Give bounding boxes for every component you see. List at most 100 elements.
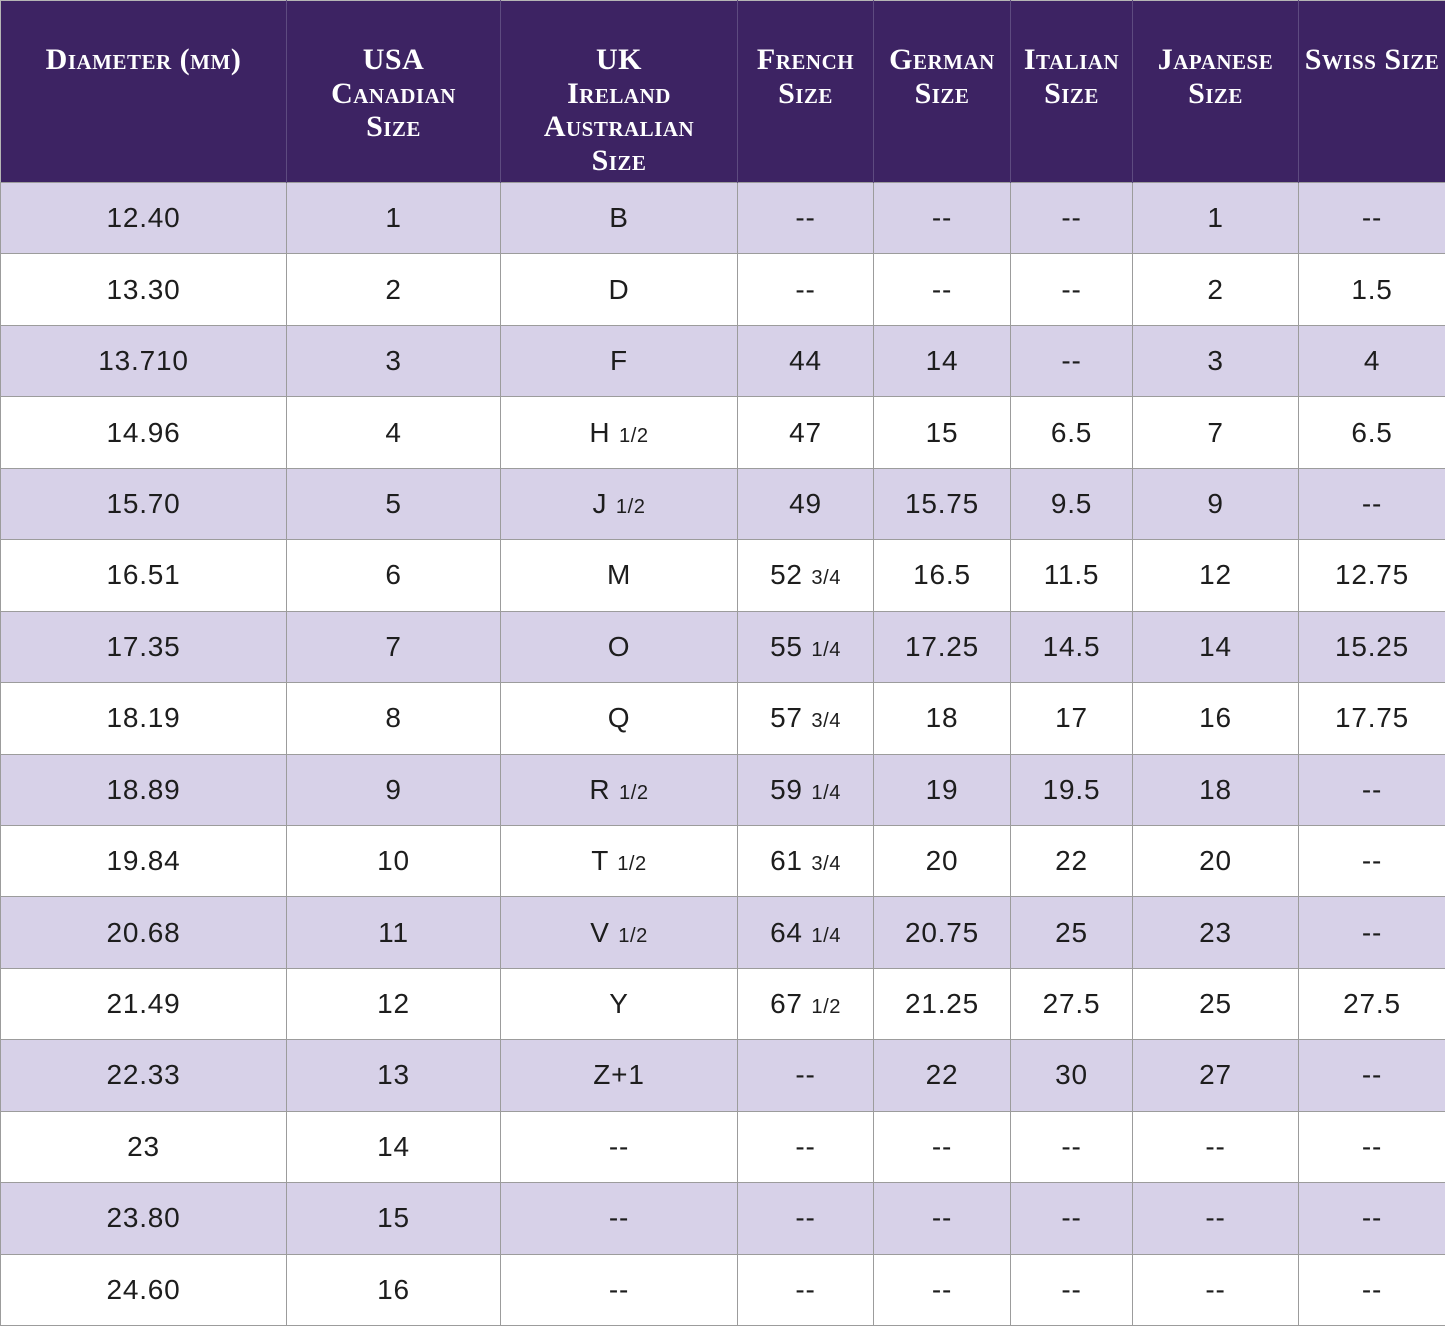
table-cell: -- [1298, 896, 1445, 969]
table-cell: -- [873, 1182, 1011, 1255]
table-cell: 19.84 [0, 824, 287, 898]
table-cell: B [500, 181, 738, 255]
table-cell: -- [873, 181, 1011, 255]
table-cell: 4 [1298, 324, 1445, 398]
table-cell: 27 [1132, 1039, 1299, 1112]
table-cell: 1 [286, 181, 501, 255]
table-cell: 16.51 [0, 539, 287, 612]
table-cell: D [500, 253, 738, 326]
table-cell: 18.19 [0, 682, 287, 755]
table-cell: T 1/2 [500, 824, 738, 898]
table-row: 18.89 9 R 1/2 59 1/4 19 19.5 18 -- [0, 753, 1445, 826]
table-row: 23 14 -- -- -- -- -- -- [0, 1110, 1445, 1184]
table-cell: 8 [286, 682, 501, 755]
table-row: 13.710 3 F 44 14 -- 3 4 [0, 324, 1445, 398]
column-header-japanese: Japanese Size [1132, 0, 1299, 183]
table-cell: -- [737, 253, 874, 326]
column-header-diameter-mm: Diameter (mm) [0, 0, 287, 183]
table-cell: 17.35 [0, 610, 287, 684]
fraction-text: 1/2 [618, 924, 648, 947]
table-cell: 7 [286, 610, 501, 684]
table-cell: 64 1/4 [737, 896, 874, 969]
column-header-german: German Size [873, 0, 1011, 183]
table-cell: 23 [0, 1110, 287, 1184]
table-cell: 12 [1132, 539, 1299, 612]
table-cell: 30 [1010, 1039, 1133, 1112]
table-cell: 16 [286, 1253, 501, 1326]
table-cell: -- [1010, 253, 1133, 326]
table-cell: 1 [1132, 181, 1299, 255]
table-cell: -- [737, 181, 874, 255]
table-cell: 27.5 [1010, 967, 1133, 1041]
table-cell: -- [500, 1253, 738, 1326]
table-cell: 19 [873, 753, 1011, 826]
table-cell: -- [737, 1182, 874, 1255]
header-row: Diameter (mm) USA Canadian Size UK Irela… [0, 0, 1445, 183]
column-header-italian: Italian Size [1010, 0, 1133, 183]
table-cell: 15.25 [1298, 610, 1445, 684]
table-cell: 18.89 [0, 753, 287, 826]
table-cell: 20 [873, 824, 1011, 898]
table-cell: 13 [286, 1039, 501, 1112]
table-cell: R 1/2 [500, 753, 738, 826]
table-cell: 55 1/4 [737, 610, 874, 684]
table-body: 12.40 1 B -- -- -- 1 -- 13.30 2 D -- -- -- 2 1.5 13.710 3… [0, 181, 1445, 1326]
table-cell: 14.96 [0, 396, 287, 469]
table-cell: -- [500, 1110, 738, 1184]
table-cell: 25 [1010, 896, 1133, 969]
table-cell: 17 [1010, 682, 1133, 755]
table-cell: 5 [286, 467, 501, 541]
fraction-text: 1/2 [619, 424, 649, 447]
column-header-french: French Size [737, 0, 874, 183]
table-cell: 23 [1132, 896, 1299, 969]
table-cell: -- [1010, 324, 1133, 398]
table-cell: -- [737, 1253, 874, 1326]
table-row: 15.70 5 J 1/2 49 15.75 9.5 9 -- [0, 467, 1445, 541]
table-cell: 14 [873, 324, 1011, 398]
table-row: 12.40 1 B -- -- -- 1 -- [0, 181, 1445, 255]
table-cell: 6.5 [1298, 396, 1445, 469]
table-cell: 67 1/2 [737, 967, 874, 1041]
table-cell: -- [1298, 824, 1445, 898]
table-cell: 3 [286, 324, 501, 398]
column-header-uk-ireland-australian: UK Ireland Australian Size [500, 0, 738, 183]
table-cell: 3 [1132, 324, 1299, 398]
table-row: 20.68 11 V 1/2 64 1/4 20.75 25 23 -- [0, 896, 1445, 969]
table-cell: -- [873, 1253, 1011, 1326]
table-cell: 27.5 [1298, 967, 1445, 1041]
table-cell: 15 [873, 396, 1011, 469]
table-cell: 13.30 [0, 253, 287, 326]
table-cell: 49 [737, 467, 874, 541]
table-cell: 6 [286, 539, 501, 612]
table-cell: 14.5 [1010, 610, 1133, 684]
table-cell: 16.5 [873, 539, 1011, 612]
table-row: 13.30 2 D -- -- -- 2 1.5 [0, 253, 1445, 326]
table-cell: M [500, 539, 738, 612]
table-cell: 14 [286, 1110, 501, 1184]
table-cell: 6.5 [1010, 396, 1133, 469]
table-cell: 1.5 [1298, 253, 1445, 326]
table-cell: 52 3/4 [737, 539, 874, 612]
table-cell: 61 3/4 [737, 824, 874, 898]
column-header-swiss: Swiss Size [1298, 0, 1445, 183]
fraction-text: 1/4 [811, 924, 841, 947]
table-cell: 22.33 [0, 1039, 287, 1112]
table-cell: 20.68 [0, 896, 287, 969]
table-cell: 22 [1010, 824, 1133, 898]
table-cell: -- [500, 1182, 738, 1255]
table-row: 24.60 16 -- -- -- -- -- -- [0, 1253, 1445, 1326]
table-row: 17.35 7 O 55 1/4 17.25 14.5 14 15.25 [0, 610, 1445, 684]
table-cell: -- [1298, 753, 1445, 826]
table-row: 21.49 12 Y 67 1/2 21.25 27.5 25 27.5 [0, 967, 1445, 1041]
table-cell: -- [1298, 181, 1445, 255]
table-cell: -- [1298, 467, 1445, 541]
table-cell: 11 [286, 896, 501, 969]
fraction-text: 1/4 [811, 638, 841, 661]
table-cell: -- [737, 1110, 874, 1184]
fraction-text: 3/4 [811, 710, 841, 733]
fraction-text: 3/4 [811, 853, 841, 876]
table-cell: H 1/2 [500, 396, 738, 469]
table-cell: 18 [873, 682, 1011, 755]
